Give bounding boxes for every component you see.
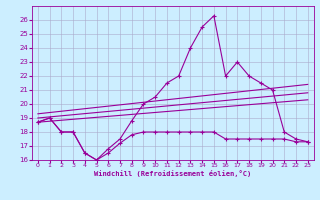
- X-axis label: Windchill (Refroidissement éolien,°C): Windchill (Refroidissement éolien,°C): [94, 170, 252, 177]
